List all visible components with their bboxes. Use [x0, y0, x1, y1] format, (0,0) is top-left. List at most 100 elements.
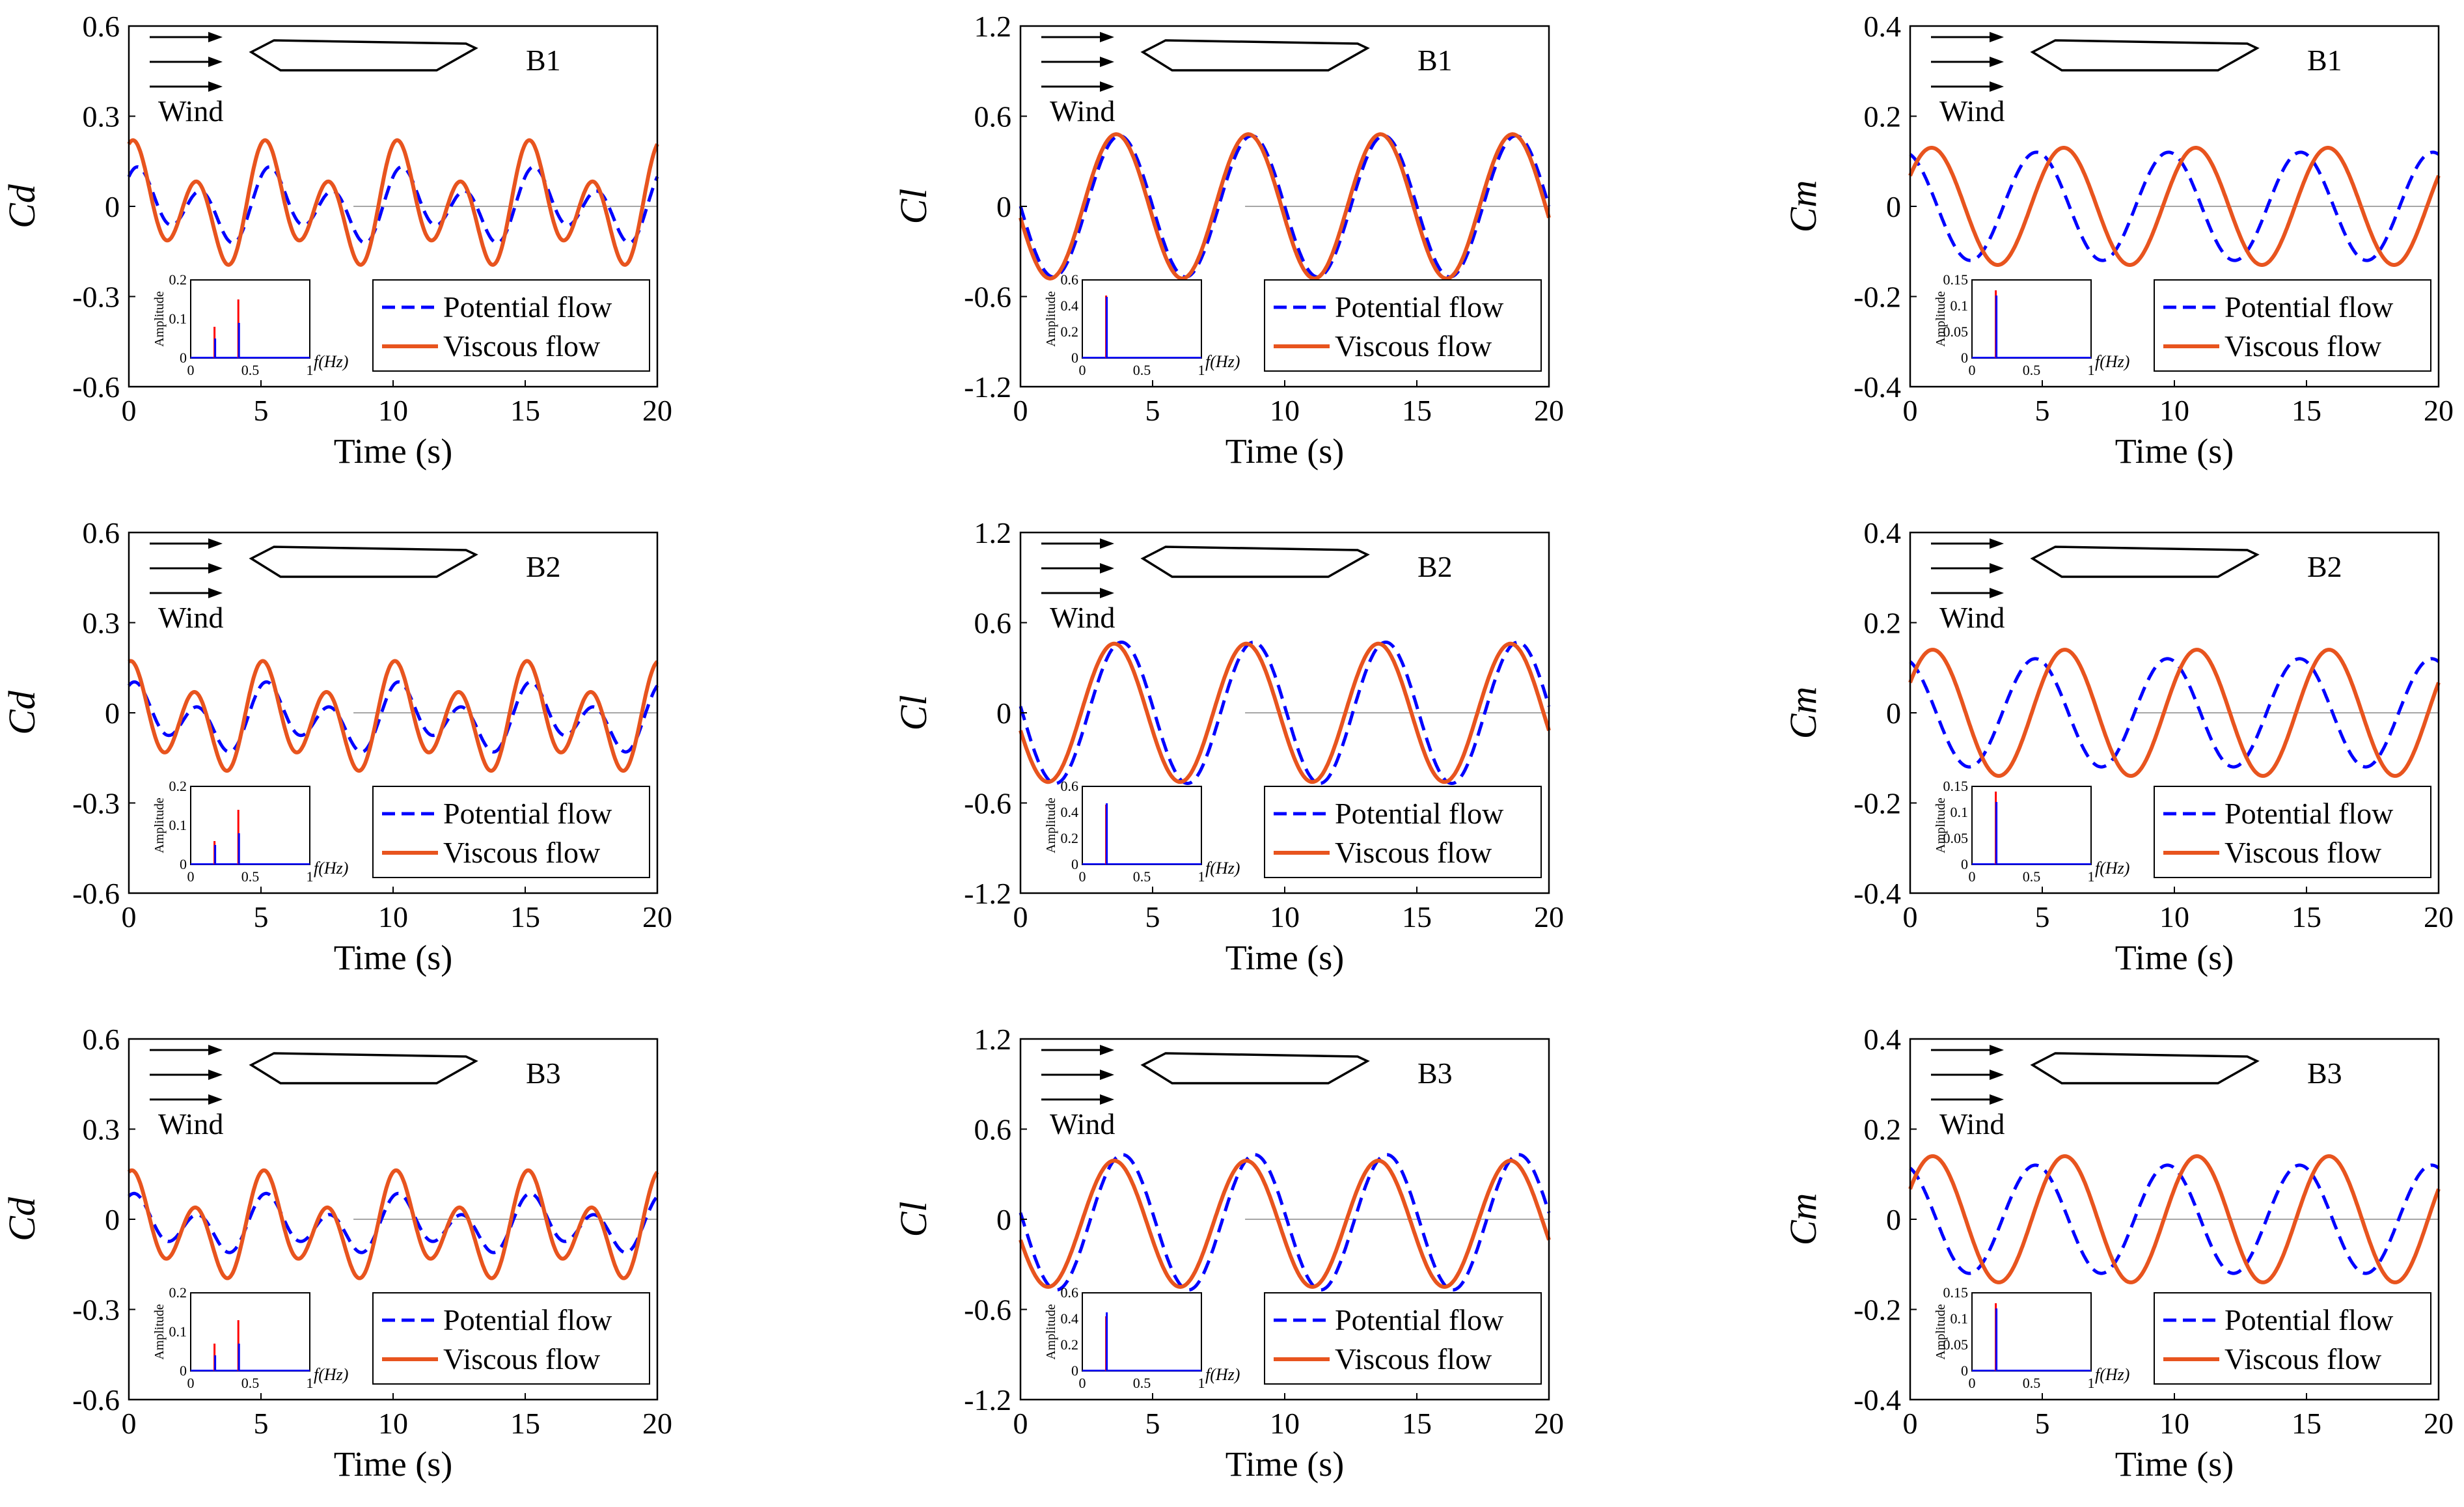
- x-tick-label: 15: [2292, 900, 2321, 933]
- y-tick-label: -0.2: [1854, 787, 1901, 820]
- inset-x-tick-label: 0: [1969, 362, 1976, 378]
- x-tick-label: 5: [2035, 900, 2050, 933]
- inset-x-tick-label: 1: [1198, 362, 1205, 378]
- x-axis-label: Time (s): [2115, 432, 2234, 471]
- legend-box: [2154, 1292, 2431, 1385]
- inset-spectrum: 0 0.05 0.1 0.15 0 0.5 1 f(Hz) Amplitude: [1934, 1284, 2129, 1391]
- inset-x-tick-label: 1: [2088, 362, 2095, 378]
- inset-frame: [190, 786, 310, 865]
- inset-x-tick-label: 0.5: [241, 868, 260, 885]
- y-tick-label: -0.6: [964, 1293, 1011, 1327]
- inset-frame: [1971, 279, 2092, 359]
- y-tick-label: -0.6: [72, 877, 120, 910]
- bridge-section-icon: [2030, 546, 2260, 578]
- potential-flow-line: [128, 680, 659, 754]
- viscous-flow-line: [128, 659, 659, 773]
- potential-flow-line: [1019, 640, 1551, 786]
- section-label: B1: [2307, 44, 2342, 77]
- y-tick-label: -0.3: [72, 1293, 120, 1327]
- x-tick-label: 10: [378, 1407, 408, 1440]
- wind-arrowhead-icon: [208, 1094, 223, 1105]
- wind-arrowhead-icon: [1990, 32, 2004, 42]
- bridge-section-icon: [1140, 39, 1370, 72]
- x-tick-label: 15: [1402, 394, 1432, 427]
- x-tick-label: 5: [1145, 900, 1160, 933]
- wind-arrowhead-icon: [1100, 81, 1114, 92]
- inset-y-tick-label: 0: [1961, 350, 1968, 366]
- wind-arrowhead-icon: [1990, 588, 2004, 598]
- x-tick-label: 0: [122, 394, 137, 427]
- inset-x-tick-label: 0: [1969, 868, 1976, 885]
- inset-x-tick-label: 1: [1198, 1375, 1205, 1391]
- wind-label: Wind: [1050, 94, 1115, 128]
- legend-label-viscous: Viscous flow: [1335, 836, 1492, 869]
- y-tick-label: 0: [996, 697, 1011, 730]
- inset-y-label: Amplitude: [152, 797, 167, 853]
- y-axis-label: Cd: [1, 690, 43, 735]
- wind-arrowhead-icon: [208, 32, 223, 42]
- y-tick-label: 0: [996, 1203, 1011, 1236]
- section-label: B2: [526, 550, 561, 583]
- legend-label-potential: Potential flow: [1335, 1303, 1504, 1336]
- viscous-flow-line: [1908, 648, 2441, 778]
- bridge-section-icon: [2030, 39, 2260, 72]
- viscous-flow-line: [127, 1168, 659, 1280]
- legend-label-viscous: Viscous flow: [2224, 1342, 2382, 1376]
- y-tick-label: -0.4: [1854, 877, 1901, 910]
- inset-y-tick-label: 0.15: [1943, 271, 1969, 288]
- legend-label-potential: Potential flow: [2224, 1303, 2394, 1336]
- legend-box: [372, 279, 650, 372]
- x-axis-label: Time (s): [334, 432, 453, 471]
- inset-y-tick-label: 0.05: [1943, 1336, 1969, 1353]
- inset-y-tick-label: 0.2: [169, 1284, 187, 1301]
- inset-y-tick-label: 0.1: [1951, 297, 1969, 314]
- inset-y-tick-label: 0.15: [1943, 1284, 1969, 1301]
- wind-arrowhead-icon: [1100, 1094, 1114, 1105]
- x-tick-label: 20: [1534, 1407, 1564, 1440]
- inset-frame: [1082, 279, 1202, 359]
- legend-label-viscous: Viscous flow: [2224, 836, 2382, 869]
- legend-box: [1264, 1292, 1542, 1385]
- wind-arrowhead-icon: [1100, 32, 1114, 42]
- y-tick-label: 0: [1886, 1203, 1901, 1236]
- section-label: B2: [1417, 550, 1453, 583]
- x-tick-label: 0: [1903, 394, 1918, 427]
- potential-flow-line: [1019, 133, 1551, 279]
- y-tick-label: -1.2: [964, 370, 1011, 404]
- inset-y-label: Amplitude: [1044, 291, 1058, 347]
- wind-label: Wind: [158, 94, 223, 128]
- wind-arrowhead-icon: [1990, 1094, 2004, 1105]
- inset-spectrum: 0 0.1 0.2 0 0.5 1 f(Hz) Amplitude: [152, 271, 348, 378]
- legend-label-viscous: Viscous flow: [443, 1342, 601, 1376]
- y-axis-label: Cd: [1, 184, 43, 228]
- x-tick-label: 0: [1013, 900, 1028, 933]
- x-tick-label: 15: [1402, 1407, 1432, 1440]
- x-axis-label: Time (s): [334, 1445, 453, 1484]
- inset-y-tick-label: 0.2: [169, 271, 187, 288]
- wind-arrowhead-icon: [1990, 57, 2004, 67]
- y-axis-label: Cm: [1782, 687, 1824, 740]
- y-tick-label: 0.3: [83, 100, 120, 133]
- viscous-flow-line: [1019, 132, 1551, 281]
- inset-x-label: f(Hz): [2095, 859, 2129, 878]
- x-tick-label: 20: [2424, 1407, 2454, 1440]
- legend-label-potential: Potential flow: [443, 797, 612, 830]
- legend-label-viscous: Viscous flow: [1335, 329, 1492, 363]
- section-label: B3: [1417, 1057, 1453, 1090]
- inset-spectrum: 0 0.2 0.4 0.6 0 0.5 1 f(Hz) Amplitude: [1044, 778, 1240, 885]
- y-tick-label: -0.3: [72, 787, 120, 820]
- inset-x-label: f(Hz): [2095, 352, 2129, 371]
- x-tick-label: 15: [510, 900, 540, 933]
- inset-y-tick-label: 0.1: [1951, 804, 1969, 820]
- inset-y-tick-label: 0.4: [1061, 1310, 1079, 1327]
- x-tick-label: 20: [2424, 394, 2454, 427]
- inset-x-tick-label: 1: [2088, 868, 2095, 885]
- inset-y-tick-label: 0.6: [1061, 1284, 1079, 1301]
- y-axis-label: Cl: [892, 1202, 935, 1237]
- x-tick-label: 20: [1534, 394, 1564, 427]
- y-tick-label: -0.6: [964, 281, 1011, 314]
